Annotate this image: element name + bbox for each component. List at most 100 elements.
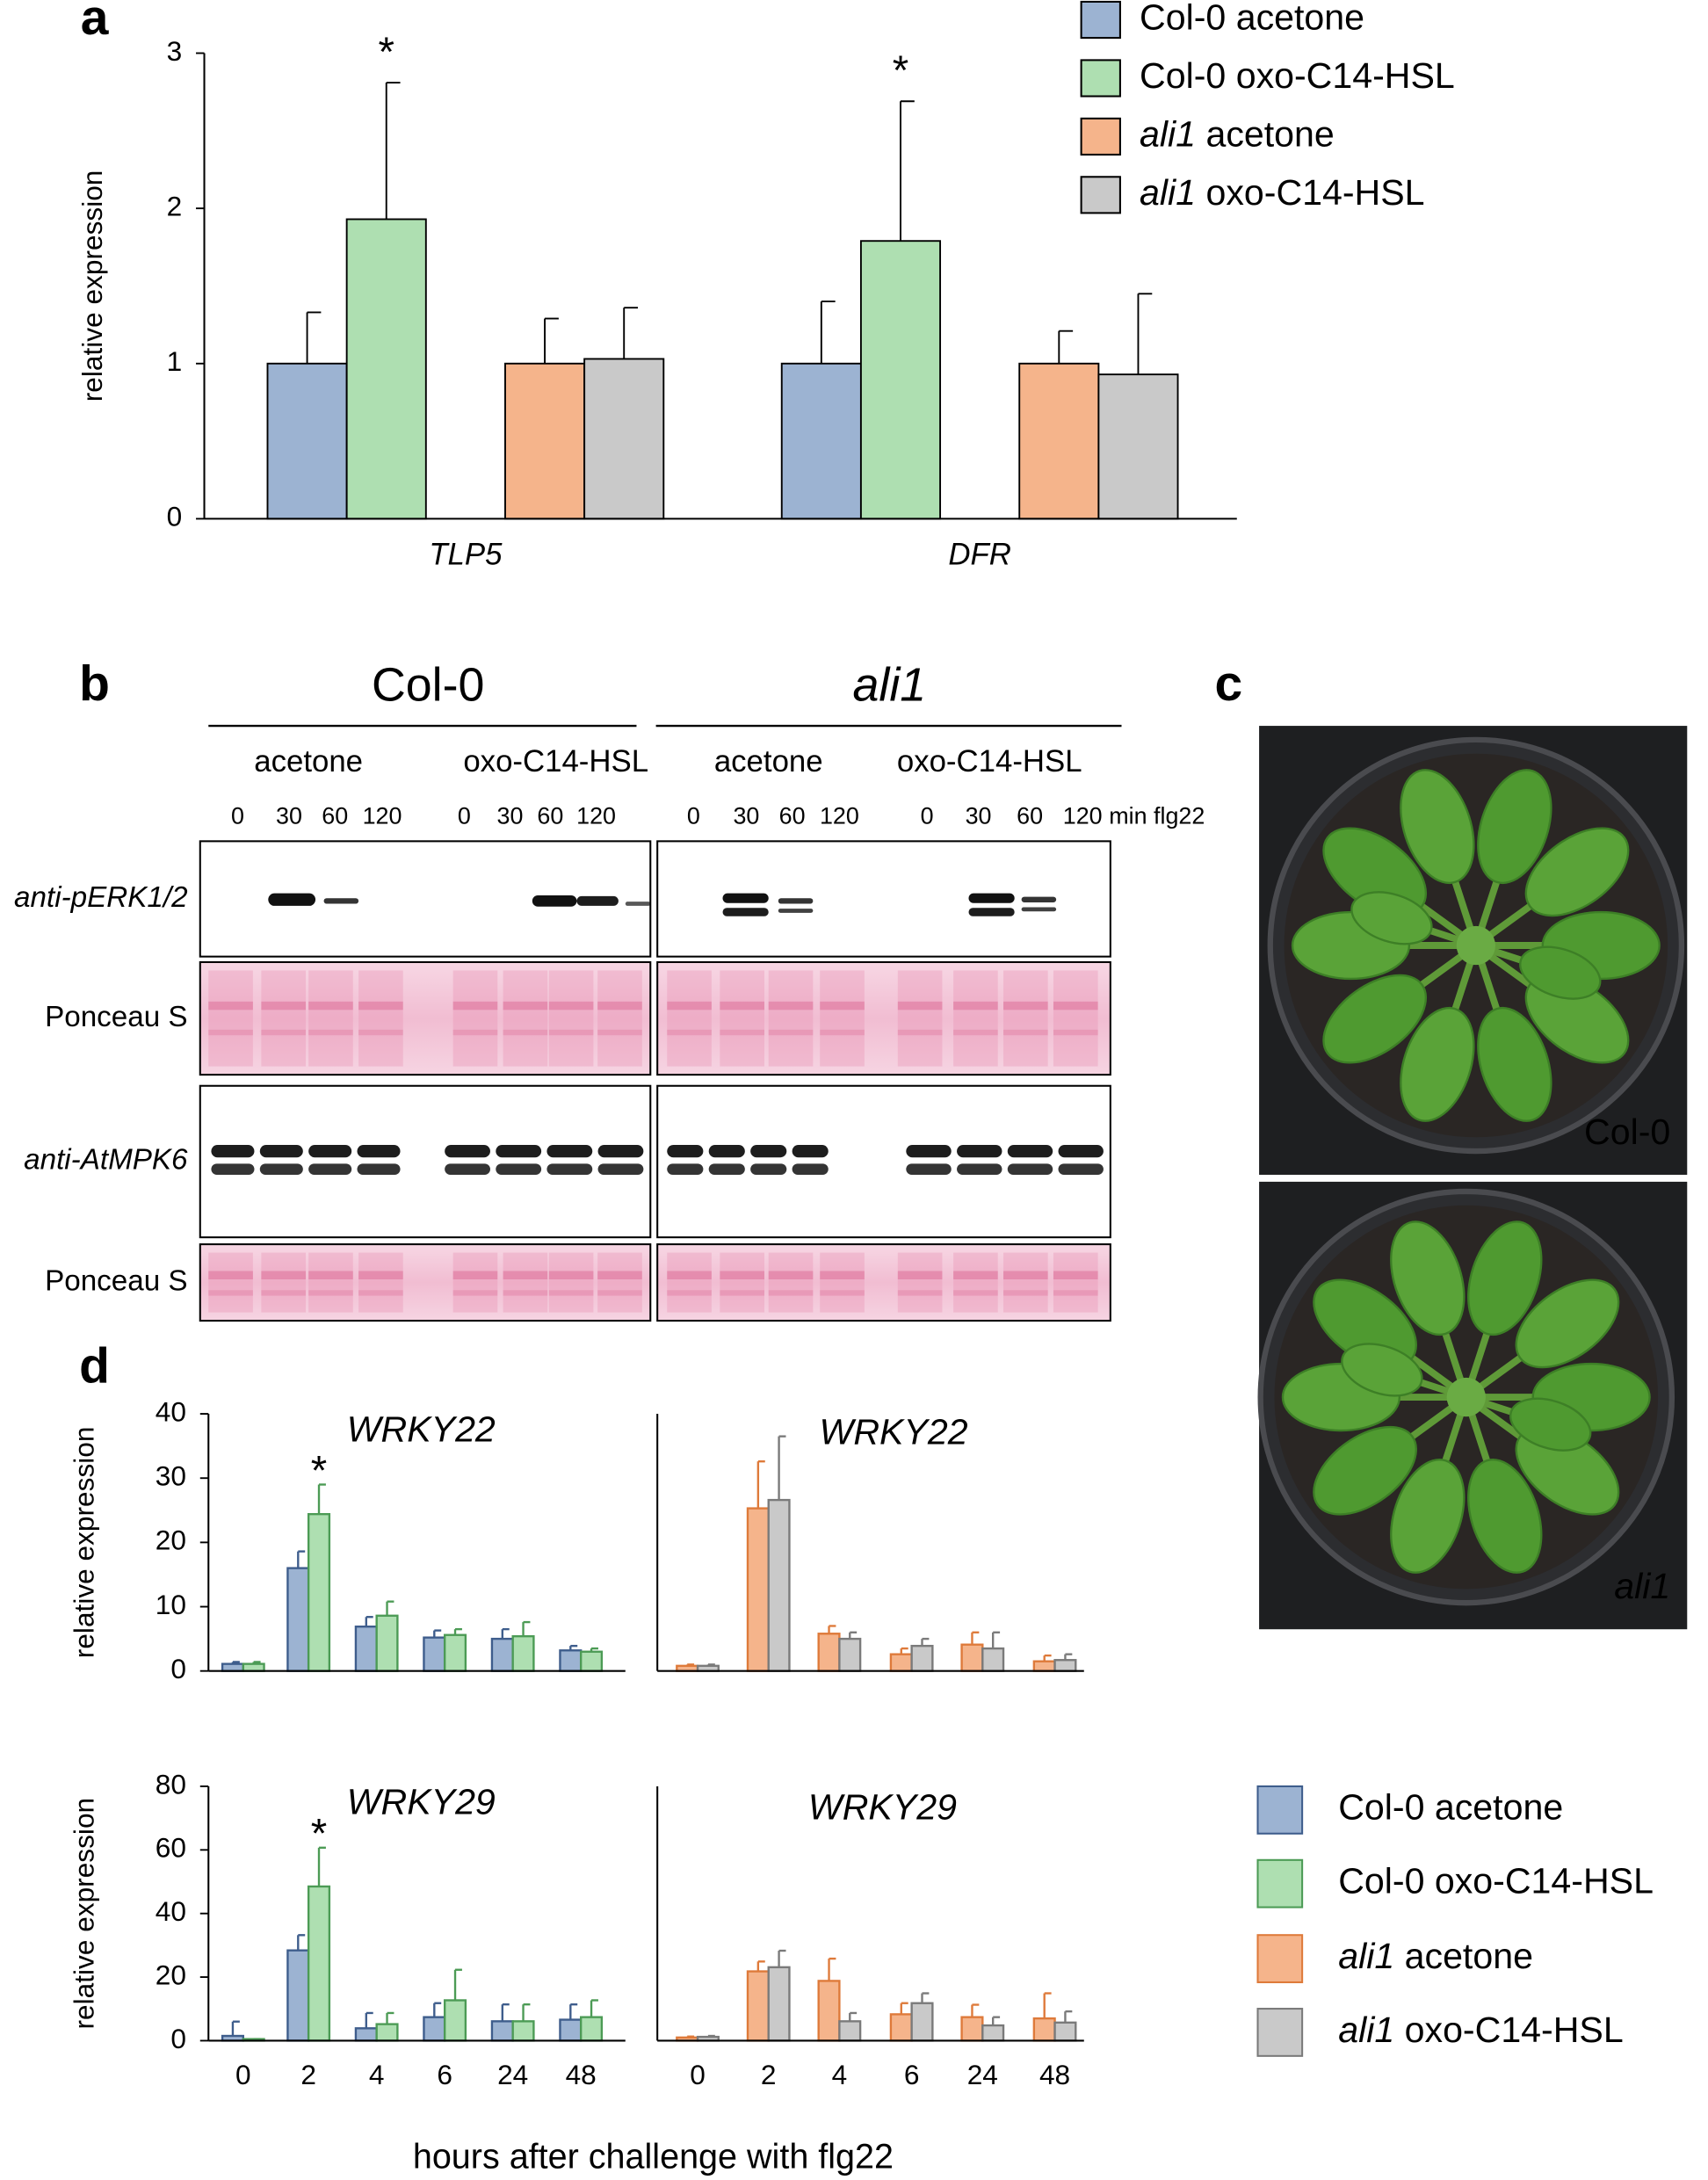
bar <box>511 1634 535 1672</box>
blot-band <box>968 893 1015 903</box>
bar <box>559 2018 583 2042</box>
error-bar <box>522 2003 531 2022</box>
legend-label: Col-0 acetone <box>1338 1787 1563 1828</box>
ponceau-lane <box>768 970 814 1067</box>
bar <box>345 218 427 520</box>
legend-label: Col-0 oxo-C14-HSL <box>1338 1861 1654 1901</box>
ponceau-band <box>548 1290 594 1296</box>
legend-swatch <box>1080 59 1121 98</box>
leaf <box>1473 944 1552 1122</box>
ponceau-band <box>503 1001 548 1010</box>
y-tick-label: 0 <box>170 1653 186 1684</box>
x-tick-label: 0 <box>235 2059 251 2090</box>
lane-unit: min flg22 <box>1109 803 1205 829</box>
bar <box>375 2023 399 2042</box>
bar <box>817 1980 841 2042</box>
blot-band <box>259 1163 303 1175</box>
ponceau-band <box>208 1290 253 1296</box>
error-bar <box>849 1631 858 1640</box>
bar <box>780 362 862 520</box>
lane-label: 0 <box>921 803 934 829</box>
blot-band <box>906 1163 952 1175</box>
error-bar <box>297 1934 306 1951</box>
bar <box>266 362 348 520</box>
y-axis-label: relative expression <box>68 1798 99 2030</box>
error-bar <box>1064 1653 1073 1661</box>
blot-band <box>268 893 316 906</box>
bar <box>981 2024 1005 2042</box>
bar <box>838 2020 862 2042</box>
error-bar <box>252 1661 261 1664</box>
error-bar <box>544 317 559 364</box>
ponceau-lane <box>308 970 353 1067</box>
ponceau-band <box>208 1029 253 1036</box>
ponceau-band <box>953 1001 998 1010</box>
error-bar <box>900 1647 908 1655</box>
bar <box>1053 2021 1077 2042</box>
ponceau-band <box>358 1290 403 1296</box>
error-bar <box>453 1627 462 1635</box>
blot-band <box>211 1163 255 1175</box>
error-bar <box>386 1600 394 1616</box>
y-tick-label: 20 <box>156 1959 186 1990</box>
x-tick-label: 0 <box>690 2059 706 2090</box>
blot-band <box>750 1144 787 1158</box>
ponceau-lane <box>820 970 865 1067</box>
panel-label: d <box>79 1337 110 1394</box>
legend-label: ali1 oxo-C14-HSL <box>1338 2010 1623 2050</box>
ponceau-band <box>953 1290 998 1296</box>
ponceau-band <box>452 1029 498 1036</box>
lane-label: 60 <box>537 803 563 829</box>
ponceau-lane <box>667 1252 712 1313</box>
blot-band <box>597 1144 644 1158</box>
x-tick-label: 4 <box>369 2059 385 2090</box>
bar <box>910 2002 934 2042</box>
ponceau-lane <box>452 1252 498 1313</box>
ponceau-band <box>1053 1001 1098 1010</box>
ponceau-band <box>261 1271 306 1280</box>
error-bar <box>231 1661 240 1664</box>
blot-band <box>597 1163 644 1175</box>
ponceau-lane <box>597 970 642 1067</box>
panel-label: a <box>81 0 110 46</box>
error-bar <box>828 1957 836 1981</box>
x-tick-label: 2 <box>300 2059 316 2090</box>
annotation: * <box>378 29 394 76</box>
row-label: anti-pERK1/2 <box>14 881 187 914</box>
bar <box>746 1507 770 1672</box>
blot <box>656 960 1111 1076</box>
ponceau-band <box>897 1001 943 1010</box>
blot <box>656 1084 1111 1239</box>
bar <box>286 1949 310 2042</box>
error-bar <box>849 2011 858 2022</box>
error-bar <box>590 1999 598 2017</box>
bar <box>960 1643 984 1672</box>
ponceau-band <box>452 1271 498 1280</box>
blot-band <box>778 898 814 904</box>
blot-band <box>259 1144 303 1158</box>
ponceau-lane <box>503 970 548 1067</box>
bar <box>354 2027 378 2042</box>
bar <box>817 1633 841 1672</box>
error-bar <box>706 2034 715 2038</box>
bar <box>1018 362 1100 520</box>
ponceau-band <box>768 1029 814 1036</box>
bar <box>504 362 586 520</box>
error-bar <box>231 2020 240 2037</box>
bar <box>559 1649 583 1672</box>
ponceau-band <box>261 1001 306 1010</box>
error-bar <box>778 1949 786 1967</box>
error-bar <box>756 1960 765 1972</box>
error-bar <box>1043 1992 1052 2019</box>
rosette-center <box>1456 925 1495 966</box>
leaf-blade <box>1350 891 1433 945</box>
lane-label: 120 <box>363 803 402 829</box>
x-tick-label: 24 <box>967 2059 998 2090</box>
bar <box>981 1647 1005 1672</box>
row-label: Ponceau S <box>45 1001 187 1033</box>
blot-band <box>546 1144 593 1158</box>
ponceau-band <box>720 1290 764 1296</box>
treatment-label: acetone <box>254 745 363 779</box>
ponceau-band <box>667 1029 712 1036</box>
